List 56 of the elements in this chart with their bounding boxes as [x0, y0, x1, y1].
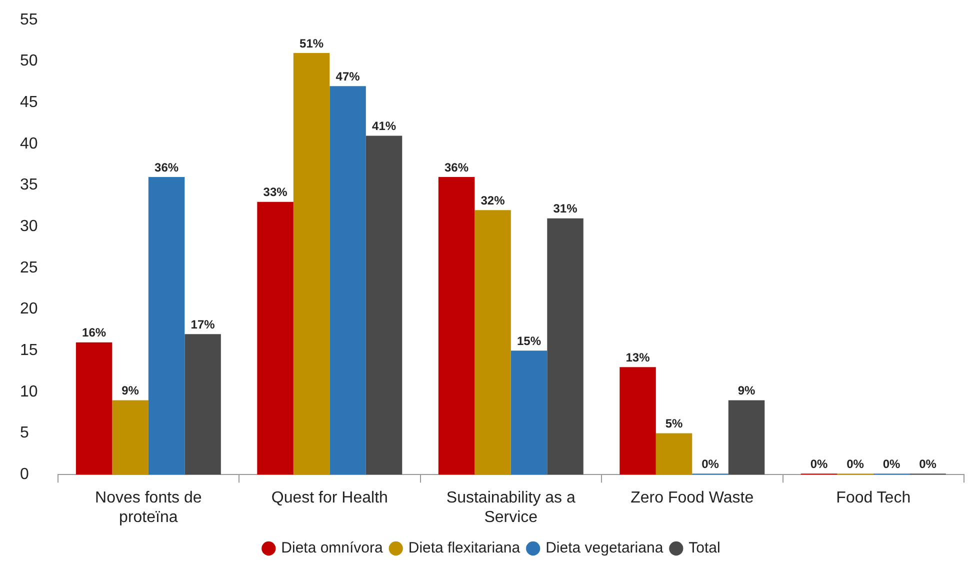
bar — [330, 86, 366, 475]
bar — [112, 400, 148, 475]
legend-label: Total — [688, 540, 720, 557]
data-label: 0% — [702, 456, 720, 471]
data-label: 33% — [263, 185, 288, 200]
bar — [257, 202, 294, 475]
legend-label: Dieta flexitariana — [408, 540, 521, 557]
bar — [620, 367, 656, 475]
x-tick-label: Food Tech — [836, 490, 911, 507]
y-tick-label: 5 — [20, 424, 29, 442]
y-tick-label: 45 — [20, 94, 38, 112]
y-tick-label: 55 — [20, 11, 38, 28]
data-label: 15% — [517, 334, 542, 348]
bar — [728, 400, 765, 475]
data-label: 0% — [810, 456, 828, 471]
data-label: 17% — [190, 317, 216, 332]
y-tick-label: 50 — [20, 52, 38, 70]
bar — [148, 177, 185, 475]
data-label: 0% — [882, 456, 901, 471]
x-tick-label: Quest for Health — [271, 490, 388, 507]
y-tick-label: 20 — [20, 300, 38, 318]
data-label: 13% — [626, 350, 650, 364]
y-tick-label: 40 — [20, 135, 38, 152]
y-tick-label: 0 — [20, 466, 29, 484]
y-tick-label: 15 — [20, 342, 38, 360]
data-label: 41% — [372, 119, 396, 134]
data-label: 0% — [919, 456, 937, 471]
x-tick-label: Zero Food Waste — [630, 490, 754, 507]
x-tick-label: Sustainability as a Service — [446, 490, 576, 526]
data-label: 32% — [480, 193, 506, 208]
data-label: 9% — [738, 384, 756, 398]
data-label: 36% — [154, 160, 179, 174]
bar — [656, 433, 692, 475]
bar — [76, 342, 112, 475]
legend-label: Dieta vegetariana — [546, 540, 664, 557]
bar — [184, 334, 221, 475]
bar — [474, 210, 511, 475]
data-label: 47% — [336, 69, 360, 84]
data-label: 5% — [665, 416, 684, 431]
data-label: 36% — [444, 160, 469, 174]
bar — [293, 53, 330, 475]
bar — [547, 218, 584, 475]
x-tick-label: Noves fonts de proteïna — [95, 490, 202, 526]
data-label: 51% — [300, 36, 324, 50]
bar — [366, 136, 402, 475]
data-label: 16% — [82, 326, 106, 340]
data-label: 9% — [122, 384, 140, 398]
bar — [510, 350, 548, 475]
y-tick-label: 10 — [20, 383, 38, 400]
y-tick-label: 35 — [20, 176, 38, 194]
y-tick-label: 30 — [20, 218, 38, 236]
data-label: 31% — [553, 202, 578, 216]
bar — [438, 177, 475, 475]
data-label: 0% — [846, 456, 864, 471]
legend-label: Dieta omnívora — [281, 540, 384, 557]
y-tick-label: 25 — [20, 259, 38, 276]
